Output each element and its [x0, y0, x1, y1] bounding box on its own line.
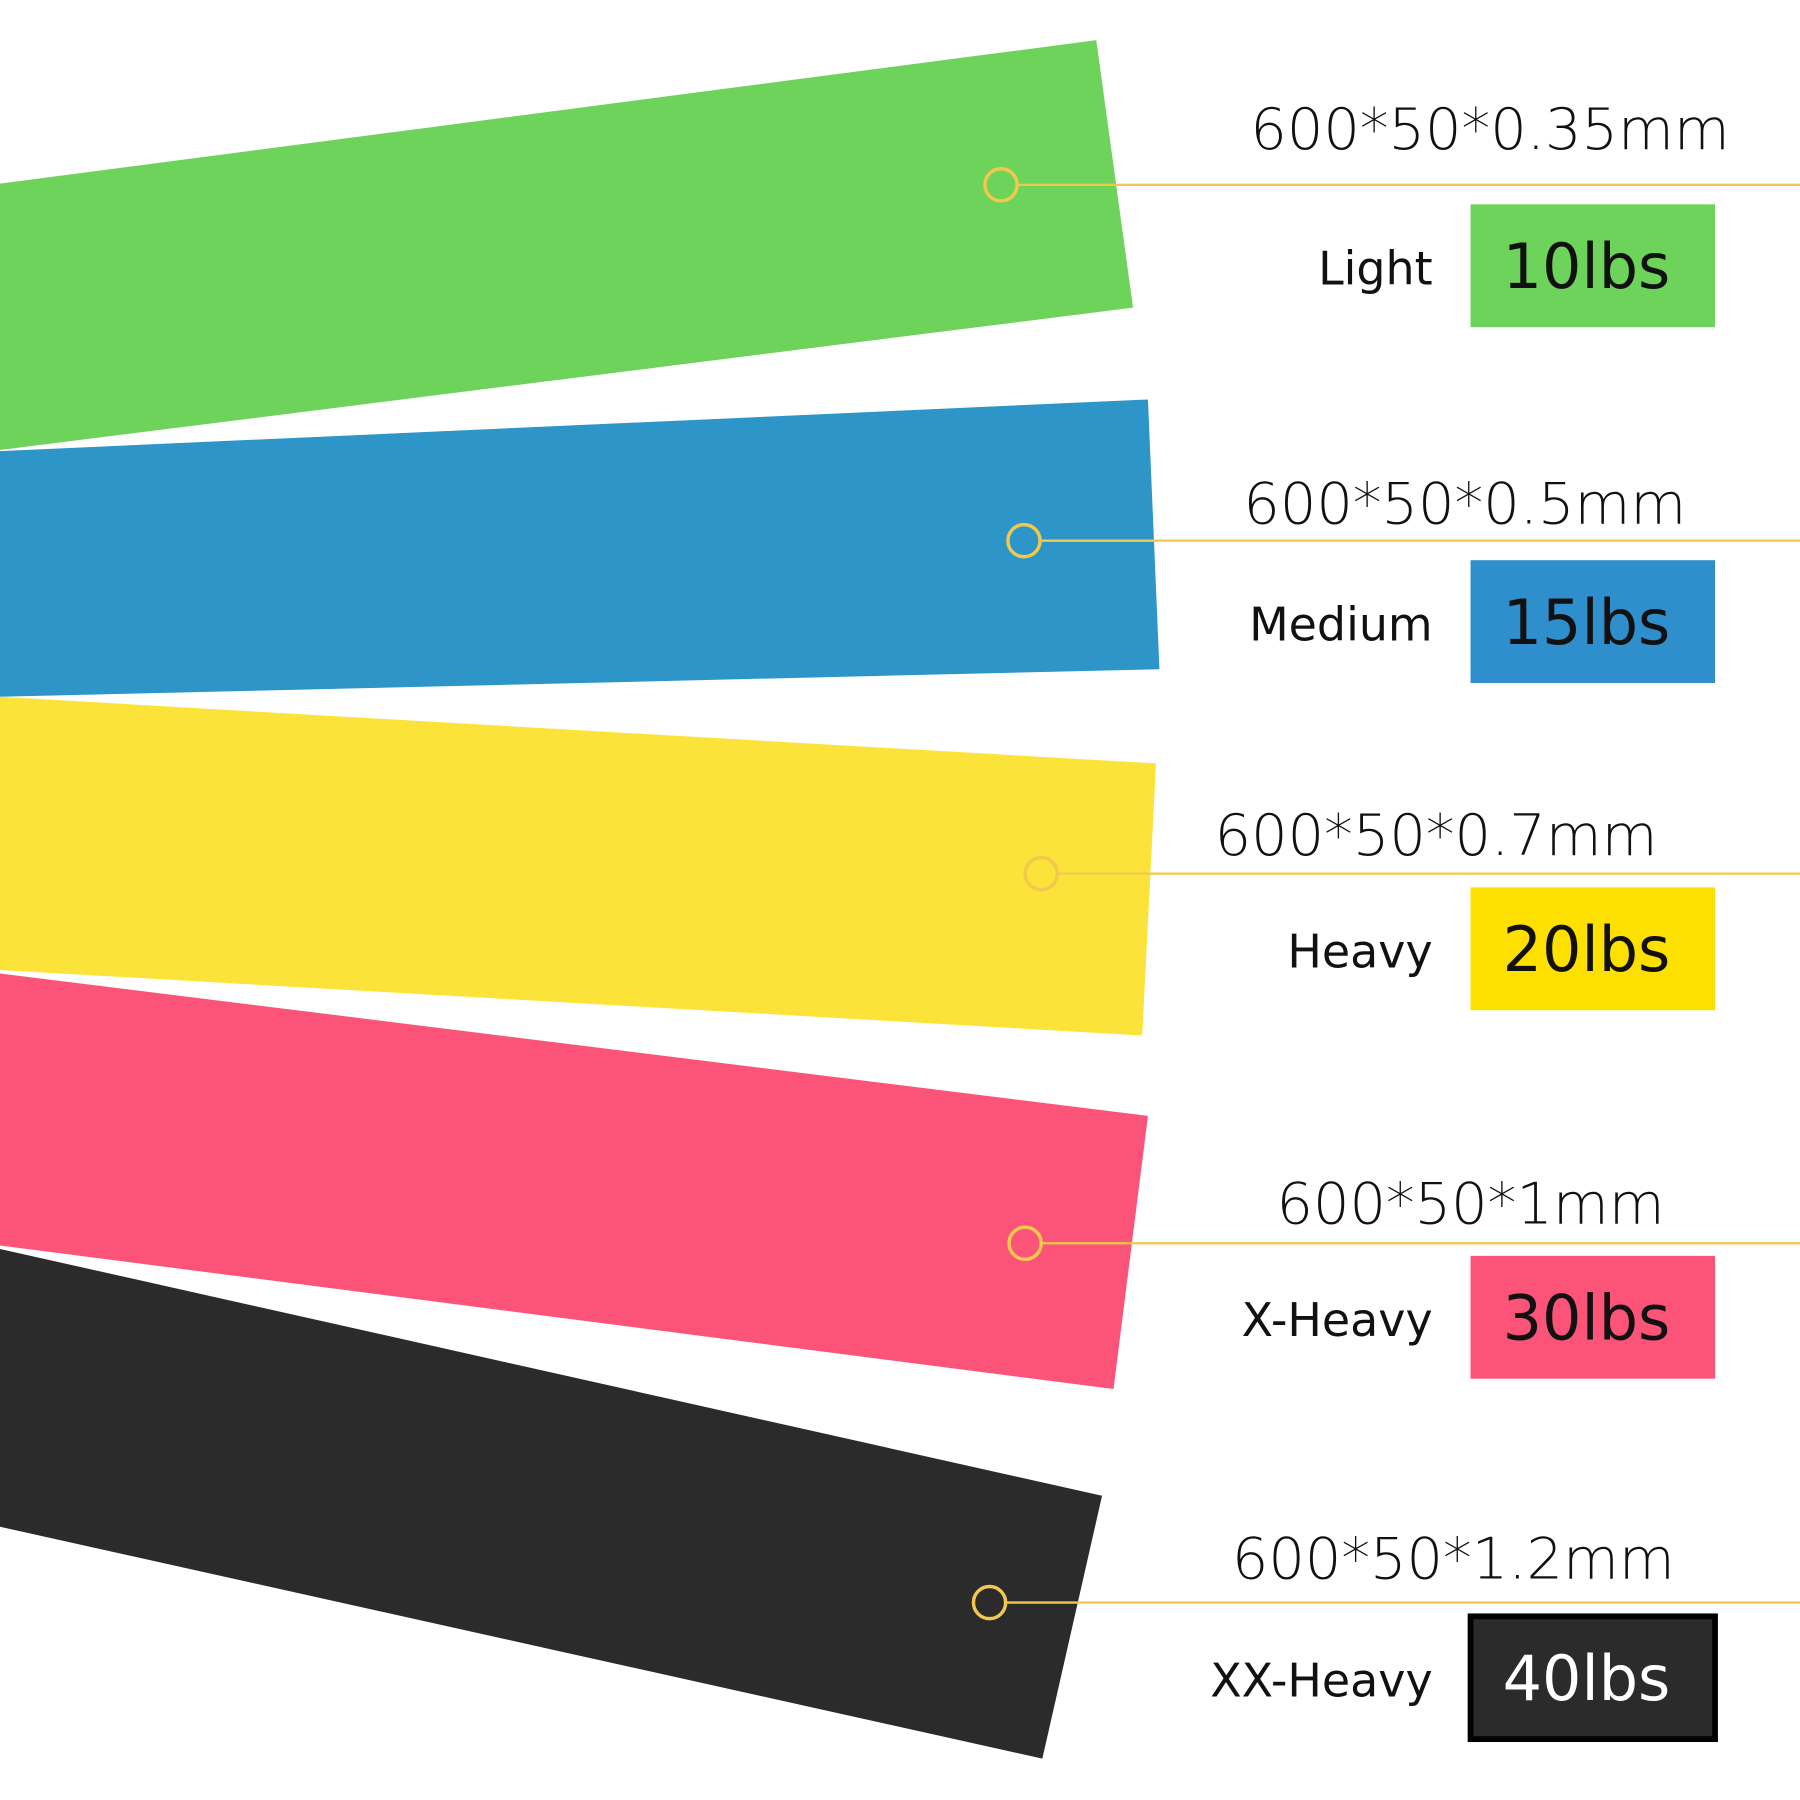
level-label: Heavy: [1287, 925, 1432, 979]
resistance-badge: [1470, 1255, 1716, 1379]
band-heavy: [0, 696, 1156, 1036]
marker-circle: [971, 1584, 1008, 1621]
level-label: Light: [1318, 242, 1433, 296]
dimension-label: 600*50*0.35mm: [1250, 96, 1729, 163]
resistance-badge: [1467, 1613, 1718, 1743]
marker-circle: [1023, 855, 1059, 892]
band-light: [0, 40, 1134, 451]
level-label: Medium: [1249, 598, 1433, 652]
marker-circle: [1006, 522, 1042, 559]
resistance-value: 40lbs: [1503, 1642, 1671, 1715]
band-x-heavy: [0, 973, 1148, 1390]
resistance-badge: [1470, 887, 1716, 1011]
marker-circle: [983, 167, 1019, 203]
dimension-label: 600*50*1mm: [1276, 1171, 1664, 1238]
level-label: X-Heavy: [1242, 1293, 1433, 1347]
resistance-badge: [1470, 560, 1716, 684]
dimension-label: 600*50*0.7mm: [1215, 802, 1658, 869]
dimension-label: 600*50*0.5mm: [1243, 470, 1686, 537]
marker-circle: [1007, 1225, 1043, 1262]
level-label: XX-Heavy: [1210, 1654, 1432, 1708]
resistance-value: 10lbs: [1503, 230, 1671, 303]
resistance-badge: [1470, 204, 1716, 328]
dimension-label: 600*50*1.2mm: [1232, 1525, 1675, 1592]
resistance-value: 20lbs: [1503, 913, 1671, 986]
resistance-value: 15lbs: [1503, 586, 1671, 659]
band-medium: [0, 399, 1160, 697]
resistance-value: 30lbs: [1503, 1282, 1671, 1355]
band-xx-heavy: [0, 1248, 1103, 1759]
